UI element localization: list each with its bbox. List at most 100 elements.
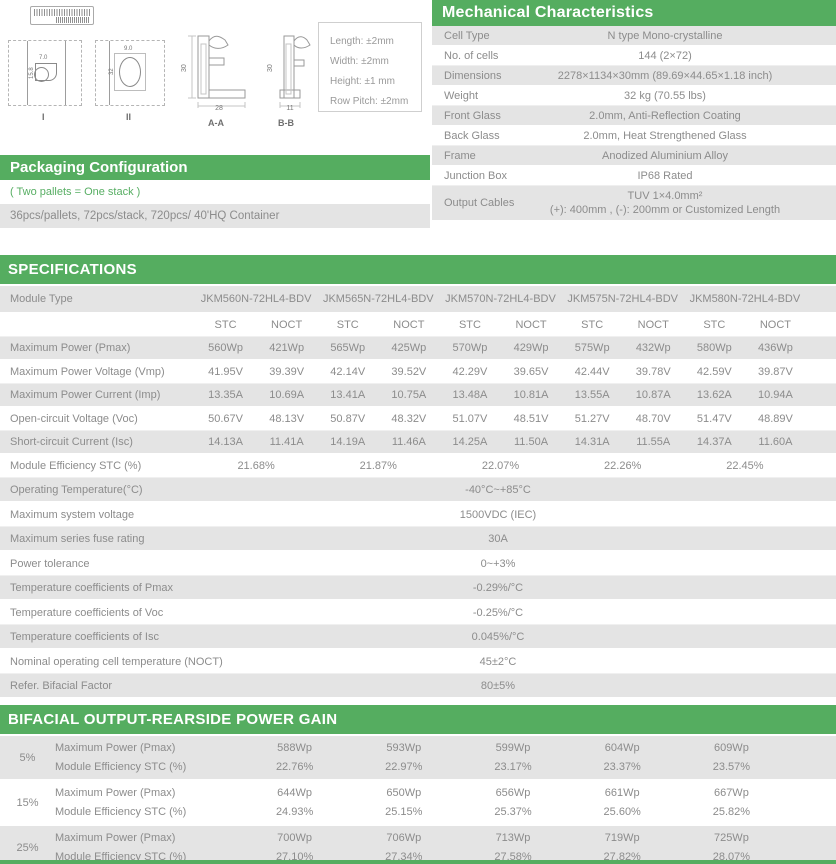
mech-row-value: N type Mono-crystalline [607, 29, 723, 42]
dim-label: 15.8 [29, 67, 35, 79]
spec-value: 39.78V [635, 366, 671, 378]
spec-value: 570Wp [452, 342, 488, 354]
specifications-section-title: SPECIFICATIONS [0, 255, 836, 284]
mounting-hole-drawing-1: 7.0 15.8 [8, 40, 82, 106]
bifacial-value: 588Wp [277, 741, 313, 754]
mech-row-value: Anodized Aluminium Alloy [602, 149, 728, 162]
bifacial-value: 25.15% [385, 805, 423, 818]
module-name: JKM570N-72HL4-BDV [445, 293, 556, 305]
spec-value: -0.29%/°C [472, 581, 524, 594]
mech-row-label: Frame [444, 149, 476, 162]
spec-value: 50.67V [208, 413, 243, 425]
spec-value: 425Wp [391, 342, 427, 354]
spec-value: 39.65V [513, 366, 549, 378]
spec-value: 22.26% [604, 460, 642, 472]
spec-value: 436Wp [758, 342, 793, 354]
spec-row-label: Maximum Power Current (Imp) [10, 389, 161, 401]
spec-value: 51.07V [452, 413, 488, 425]
spec-row-label: Temperature coefficients of Isc [10, 630, 159, 643]
mech-row: Dimensions 2278×1134×30mm (89.69×44.65×1… [432, 66, 836, 86]
mech-row-label: Back Glass [444, 129, 500, 142]
spec-value: 14.37A [696, 436, 732, 448]
mech-row: No. of cells 144 (2×72) [432, 46, 836, 66]
bifacial-value: 599Wp [495, 741, 531, 754]
mech-row-label: Output Cables [444, 197, 515, 209]
condition-header: NOCT [515, 319, 547, 331]
spec-value: 10.94A [758, 389, 793, 401]
mech-row-value: 2.0mm, Anti-Reflection Coating [589, 109, 741, 122]
condition-header: STC [458, 319, 481, 331]
spec-general-row: Temperature coefficients of Voc -0.25%/°… [0, 601, 836, 625]
drawing-label-1: I [42, 112, 45, 122]
spec-value: 429Wp [513, 342, 549, 354]
spec-value: 565Wp [330, 342, 366, 354]
spec-value: -0.25%/°C [472, 606, 524, 619]
spec-row-label: Temperature coefficients of Pmax [10, 581, 174, 594]
dim-label: 32 [109, 68, 115, 75]
bifacial-gain-section: BIFACIAL OUTPUT-REARSIDE POWER GAIN 5% M… [0, 705, 836, 864]
bifacial-value: 706Wp [386, 831, 422, 844]
condition-header: STC [703, 319, 726, 331]
bifacial-value: 25.60% [603, 805, 641, 818]
spec-general-row: Maximum series fuse rating 30A [0, 527, 836, 552]
spec-value: 21.87% [359, 460, 397, 472]
spec-value: 13.48A [452, 389, 488, 401]
spec-row-label: Maximum Power (Pmax) [10, 342, 131, 354]
mech-row-value-line2: (+): 400mm , (-): 200mm or Customized Le… [549, 204, 781, 216]
row-label: Module Efficiency STC (%) [55, 760, 187, 773]
spec-value: 80±5% [480, 679, 516, 692]
spec-value: 11.41A [269, 436, 304, 448]
barcode-stripes [34, 9, 90, 16]
bifacial-eff-row: Module Efficiency STC (%) 27.10% 27.34% … [55, 848, 836, 864]
condition-header: NOCT [271, 319, 303, 331]
condition-header: STC [214, 319, 237, 331]
bifacial-pmax-row: Maximum Power (Pmax) 700Wp 706Wp 713Wp 7… [55, 829, 836, 848]
spec-value: 22.45% [726, 460, 764, 472]
barcode-stripes-small [56, 17, 90, 23]
row-label: Maximum Power (Pmax) [55, 741, 176, 754]
spec-value: 13.41A [330, 389, 366, 401]
mech-row-label: No. of cells [444, 49, 499, 62]
spec-value: 50.87V [330, 413, 366, 425]
bifacial-value: 27.34% [385, 850, 423, 863]
mech-row: Back Glass 2.0mm, Heat Strengthened Glas… [432, 126, 836, 146]
dim-label-aa-width: 28 [215, 105, 223, 112]
bifacial-value: 22.97% [385, 760, 423, 773]
tolerance-item: Length: ±2mm [330, 36, 394, 47]
bifacial-block-25: 25% Maximum Power (Pmax) 700Wp 706Wp 713… [0, 826, 836, 864]
spec-value: 580Wp [696, 342, 732, 354]
mech-row: Cell Type N type Mono-crystalline [432, 26, 836, 46]
dim-label: 9.0 [124, 46, 133, 52]
spec-row-imp: Maximum Power Current (Imp) 13.35A 10.69… [0, 384, 836, 408]
spec-value: 10.75A [391, 389, 427, 401]
spec-value: 42.59V [696, 366, 732, 378]
panel-edge-line [27, 41, 28, 105]
mounting-hole-drawing-2: 9.0 32 [95, 40, 165, 106]
bifacial-value: 719Wp [604, 831, 640, 844]
module-name: JKM565N-72HL4-BDV [322, 293, 434, 305]
spec-value: -40°C~+85°C [465, 483, 531, 496]
spec-row-label: Refer. Bifacial Factor [10, 679, 113, 692]
spec-value: 14.13A [208, 436, 243, 448]
spec-row-label: Open-circuit Voltage (Voc) [10, 413, 138, 425]
panel-edge-line [109, 41, 110, 105]
spec-value: 45±2°C [479, 655, 517, 668]
bifacial-pmax-row: Maximum Power (Pmax) 644Wp 650Wp 656Wp 6… [55, 784, 836, 803]
spec-row-label: Operating Temperature(°C) [10, 483, 143, 496]
row-label: Maximum Power (Pmax) [55, 831, 176, 844]
bifacial-value: 700Wp [277, 831, 313, 844]
mech-row-value: 2.0mm, Heat Strengthened Glass [583, 129, 747, 142]
spec-value: 1500VDC (IEC) [459, 508, 537, 521]
spec-row-label: Maximum series fuse rating [10, 532, 145, 545]
barcode-icon [30, 6, 94, 25]
bifacial-value: 593Wp [386, 741, 422, 754]
specifications-section: SPECIFICATIONS Module Type JKM560N-72HL4… [0, 255, 836, 699]
packaging-detail: 36pcs/pallets, 72pcs/stack, 720pcs/ 40'H… [0, 204, 430, 228]
spec-row-label: Nominal operating cell temperature (NOCT… [10, 655, 223, 668]
dim-label-bb-width: 11 [286, 105, 293, 112]
spec-value: 42.44V [574, 366, 610, 378]
mech-row-label: Front Glass [444, 109, 501, 122]
spec-value: 41.95V [208, 366, 243, 378]
bifacial-value: 667Wp [713, 786, 749, 799]
spec-value: 10.69A [269, 389, 305, 401]
